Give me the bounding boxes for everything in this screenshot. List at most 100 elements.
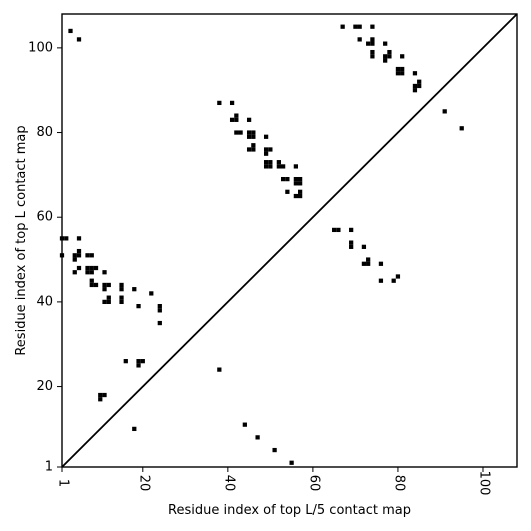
- contact-point: [383, 41, 388, 46]
- contact-point: [76, 37, 82, 42]
- marks-layer: [59, 24, 464, 465]
- contact-point: [285, 189, 290, 194]
- contact-point: [412, 83, 418, 89]
- y-axis-label: Residue index of top L contact map: [14, 125, 29, 355]
- contact-point: [281, 176, 286, 182]
- contact-point: [268, 164, 273, 169]
- contact-point: [255, 435, 260, 440]
- contact-point: [89, 265, 94, 271]
- contact-point: [132, 426, 137, 432]
- contact-point: [391, 278, 396, 283]
- contact-point: [72, 270, 77, 275]
- contact-point: [349, 227, 354, 233]
- y-tick-label: 80: [36, 125, 53, 140]
- contact-point: [76, 253, 82, 258]
- contact-point: [246, 130, 252, 135]
- contact-point: [251, 147, 256, 152]
- contact-point: [293, 176, 298, 182]
- contact-point: [89, 282, 94, 288]
- x-axis-ticks: 1 20 40 60 80 100: [56, 467, 491, 496]
- contact-point: [229, 117, 235, 122]
- contact-point: [149, 291, 154, 296]
- contact-point: [400, 71, 405, 76]
- contact-point: [370, 24, 375, 29]
- contact-point: [366, 257, 371, 262]
- diagonal-line: [61, 13, 518, 468]
- contact-point: [340, 24, 345, 29]
- contact-point: [378, 278, 384, 283]
- contact-point: [400, 66, 405, 72]
- contact-point: [281, 164, 286, 169]
- contact-point: [370, 41, 375, 46]
- contact-point: [234, 117, 239, 122]
- y-axis-ticks: 1 20 40 60 80 100: [28, 40, 62, 475]
- contact-point: [289, 460, 294, 465]
- x-tick-label: 20: [136, 475, 151, 492]
- contact-point: [370, 49, 375, 55]
- contact-point: [263, 134, 269, 139]
- y-tick-label: 40: [36, 294, 53, 309]
- contact-point: [263, 151, 269, 156]
- contact-point: [136, 363, 141, 368]
- contact-point: [85, 265, 90, 271]
- contact-point: [387, 54, 392, 59]
- plot-frame: [61, 13, 518, 468]
- contact-point: [378, 261, 384, 266]
- contact-point: [246, 147, 252, 152]
- contact-point: [293, 181, 298, 186]
- x-tick-label: 1: [56, 479, 71, 487]
- contact-point: [366, 261, 371, 266]
- x-tick-label: 100: [476, 471, 491, 496]
- contact-point: [251, 134, 256, 139]
- contact-point: [98, 392, 103, 398]
- contact-point: [246, 117, 252, 122]
- contact-point: [229, 100, 235, 106]
- contact-point: [387, 49, 392, 55]
- contact-point: [268, 147, 273, 152]
- y-tick-label: 1: [45, 460, 53, 475]
- contact-point: [119, 282, 124, 288]
- contact-point: [76, 236, 82, 241]
- contact-point: [89, 253, 94, 258]
- contact-point: [383, 54, 388, 59]
- contact-point: [119, 287, 124, 292]
- contact-point: [293, 193, 298, 199]
- contact-point: [298, 189, 303, 194]
- contact-point: [353, 24, 358, 29]
- contact-point: [132, 287, 137, 292]
- contact-point: [276, 164, 281, 169]
- contact-point: [336, 227, 341, 233]
- contact-point: [293, 164, 298, 169]
- contact-point: [234, 113, 239, 118]
- x-axis-label: Residue index of top L/5 contact map: [168, 503, 411, 518]
- contact-point: [234, 130, 239, 135]
- contact-point: [102, 282, 107, 288]
- contact-point: [85, 253, 90, 258]
- contact-point: [106, 282, 111, 288]
- contact-point: [412, 88, 418, 93]
- contact-point: [102, 287, 107, 292]
- contact-point: [251, 143, 256, 148]
- contact-point: [395, 66, 401, 72]
- contact-point: [238, 130, 243, 135]
- contact-point: [400, 54, 405, 59]
- contact-point: [285, 176, 290, 182]
- x-tick-label: 80: [391, 475, 406, 492]
- contact-point: [157, 320, 162, 326]
- y-tick-label: 100: [28, 40, 53, 55]
- contact-point: [272, 447, 277, 453]
- contact-point: [298, 193, 303, 199]
- contact-point: [370, 37, 375, 42]
- contact-point: [123, 359, 128, 364]
- y-tick-label: 20: [36, 379, 53, 394]
- contact-point: [417, 79, 422, 84]
- contact-point: [68, 28, 73, 34]
- contact-point: [217, 100, 222, 106]
- contact-point: [102, 299, 107, 305]
- contact-point: [157, 308, 162, 313]
- contact-point: [76, 265, 82, 271]
- contact-point: [64, 236, 69, 241]
- contact-point: [72, 253, 77, 258]
- contact-point: [412, 71, 418, 76]
- contact-point: [276, 160, 281, 165]
